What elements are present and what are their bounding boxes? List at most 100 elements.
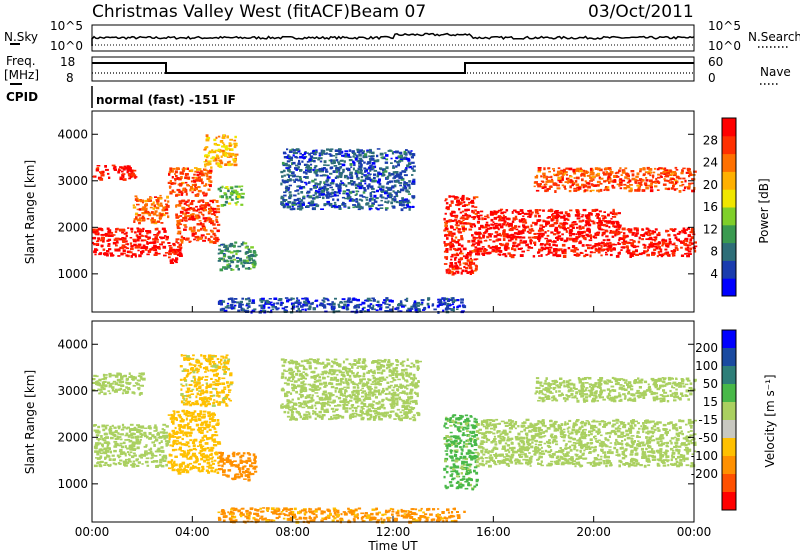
- power-colorbar-seg-5: [722, 189, 736, 208]
- power-region-8: [217, 241, 258, 272]
- velocity-colorbar-seg-3: [722, 384, 736, 403]
- power-region-7: [217, 185, 245, 207]
- velocity-colorbar-tick-6: -100: [691, 449, 718, 463]
- power-colorbar-seg-7: [722, 153, 736, 172]
- time-xlabel: Time UT: [367, 539, 418, 553]
- date-label: 03/Oct/2011: [588, 2, 694, 22]
- velocity-region-2: [167, 409, 222, 475]
- power-colorbar-tick-5: 24: [703, 156, 718, 170]
- velocity-region-7: [443, 414, 480, 491]
- velocity-ytick-label-1: 2000: [57, 430, 88, 444]
- nsky-tick-top: 10^5: [50, 19, 83, 33]
- velocity-region-6: [217, 507, 466, 524]
- power-ytick-label-1: 2000: [57, 220, 88, 234]
- velocity-colorbar-tick-0: 200: [695, 341, 718, 355]
- xtick-label-5: 20:00: [576, 525, 611, 539]
- power-region-0: [92, 227, 169, 258]
- power-region-12: [476, 208, 622, 259]
- power-region-10: [217, 297, 467, 314]
- power-region-13: [619, 227, 698, 258]
- power-ytick-label-3: 4000: [57, 127, 88, 141]
- velocity-colorbar-seg-5: [722, 420, 736, 439]
- velocity-colorbar-seg-9: [722, 492, 736, 511]
- velocity-colorbar-tick-5: -50: [698, 431, 718, 445]
- velocity-colorbar-frame: [721, 329, 737, 511]
- power-colorbar-tick-4: 20: [703, 178, 718, 192]
- xtick-label-4: 16:00: [476, 525, 511, 539]
- power-colorbar-tick-0: 4: [710, 267, 718, 281]
- power-colorbar-tick-1: 8: [710, 245, 718, 259]
- xtick-label-3: 12:00: [376, 525, 411, 539]
- nsearch-tick-bottom: 10^0: [708, 39, 741, 53]
- power-region-2: [132, 194, 170, 225]
- power-region-6: [203, 134, 239, 169]
- radar-title: Christmas Valley West (fitACF): [92, 2, 350, 22]
- power-region-9: [280, 148, 416, 212]
- nsky-label: N.Sky: [4, 30, 38, 44]
- velocity-colorbar-tick-3: 15: [703, 395, 718, 409]
- velocity-ytick-label-2: 3000: [57, 384, 88, 398]
- power-colorbar-seg-3: [722, 224, 736, 244]
- power-colorbar-seg-2: [722, 242, 736, 261]
- velocity-region-9: [534, 376, 697, 403]
- power-ytick-label-0: 1000: [57, 267, 88, 281]
- power-colorbar: 4 8 12 16 20 24 28: [703, 117, 737, 297]
- velocity-colorbar-tick-2: 50: [703, 377, 718, 391]
- velocity-colorbar-tick-1: 100: [695, 359, 718, 373]
- power-region-5: [167, 167, 213, 197]
- velocity-colorbar-seg-8: [722, 474, 736, 493]
- velocity-colorbar-tick-7: -200: [691, 467, 718, 481]
- power-yticks: 1000 2000 3000 4000: [57, 127, 694, 281]
- freq-panel: [91, 56, 695, 82]
- velocity-ytick-label-0: 1000: [57, 477, 88, 491]
- power-colorbar-tick-3: 16: [703, 200, 718, 214]
- power-colorbar-tick-2: 12: [703, 222, 718, 236]
- velocity-yticks: 1000 2000 3000 4000: [57, 337, 694, 491]
- velocity-colorbar-seg-1: [722, 348, 736, 367]
- beam-label: Beam 07: [350, 2, 426, 22]
- power-ylabel: Slant Range [km]: [23, 160, 37, 264]
- cpid-text: normal (fast) -151 IF: [96, 93, 236, 107]
- power-colorbar-tick-6: 28: [703, 133, 718, 147]
- velocity-colorbar-label: Velocity [m s⁻¹]: [763, 374, 777, 467]
- nsearch-label: N.Search: [748, 30, 800, 44]
- velocity-colorbar-tick-4: -15: [698, 413, 718, 427]
- velocity-colorbar-seg-0: [722, 330, 736, 349]
- velocity-colorbar-seg-2: [722, 366, 736, 385]
- velocity-colorbar-seg-7: [722, 456, 736, 475]
- velocity-region-1: [92, 372, 146, 396]
- power-colorbar-label: Power [dB]: [757, 178, 771, 243]
- power-heatmap: [92, 134, 698, 314]
- power-region-4: [175, 199, 221, 244]
- velocity-region-3: [179, 354, 234, 408]
- velocity-region-8: [475, 418, 697, 468]
- nave-tick-bottom: 0: [708, 71, 716, 85]
- power-region-3: [167, 242, 183, 264]
- xtick-label-1: 04:00: [175, 525, 210, 539]
- velocity-ylabel: Slant Range [km]: [23, 370, 37, 474]
- power-colorbar-frame: [721, 117, 737, 297]
- freq-trace: [92, 62, 694, 74]
- freq-label: Freq.: [6, 54, 36, 68]
- power-colorbar-seg-6: [722, 171, 736, 190]
- freq-tick-bottom: 8: [66, 71, 74, 85]
- nsky-tick-bottom: 10^0: [50, 39, 83, 53]
- nave-tick-top: 60: [708, 55, 723, 69]
- nsky-trace: [91, 32, 695, 46]
- power-region-1: [92, 164, 138, 181]
- power-colorbar-seg-9: [722, 118, 736, 137]
- velocity-region-5: [280, 358, 422, 422]
- power-region-14: [533, 166, 697, 193]
- velocity-ytick-label-3: 4000: [57, 337, 88, 351]
- power-colorbar-seg-1: [722, 260, 736, 279]
- power-ytick-label-2: 3000: [57, 174, 88, 188]
- xtick-label-0: 00:00: [75, 525, 110, 539]
- velocity-region-0: [93, 423, 171, 468]
- power-colorbar-seg-4: [722, 207, 736, 226]
- nave-label: Nave: [760, 65, 791, 79]
- velocity-colorbar: 200 100 50 15 -15 -50 -100 -200: [691, 329, 737, 511]
- power-region-11: [443, 194, 479, 276]
- power-colorbar-seg-8: [722, 135, 736, 155]
- velocity-region-4: [217, 451, 258, 482]
